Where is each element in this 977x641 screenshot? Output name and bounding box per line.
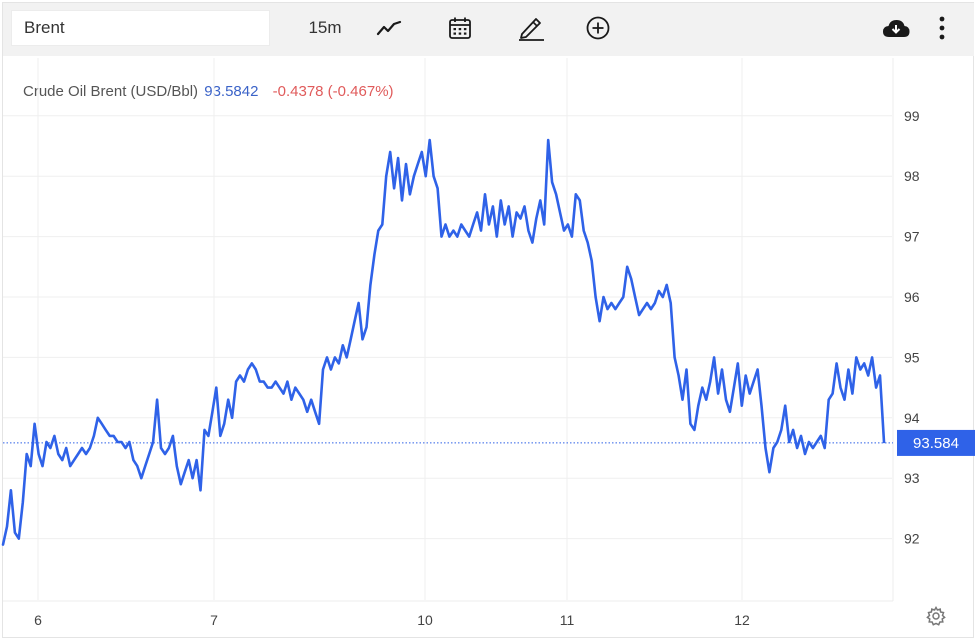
more-options-button[interactable] (929, 12, 955, 44)
y-tick-label: 92 (904, 531, 920, 547)
y-tick-label: 97 (904, 229, 920, 245)
chart-legend: Crude Oil Brent (USD/Bbl) 93.5842 -0.437… (23, 83, 394, 100)
last-price-tag-label: 93.584 (913, 435, 959, 452)
add-indicator-button[interactable] (582, 12, 614, 44)
y-tick-label: 94 (904, 410, 920, 426)
cloud-download-icon (883, 20, 910, 37)
settings-gear-icon (926, 605, 946, 626)
more-vertical-icon (939, 16, 945, 40)
x-tick-label: 7 (210, 612, 218, 628)
download-button[interactable] (879, 12, 913, 44)
draw-button[interactable] (514, 12, 548, 44)
chart-type-icon (376, 20, 402, 36)
x-tick-label: 11 (560, 612, 575, 628)
y-tick-label: 96 (904, 289, 920, 305)
calendar-icon (449, 17, 471, 39)
draw-pencil-icon (519, 18, 544, 41)
x-tick-label: 6 (34, 612, 42, 628)
legend-change: -0.4378 (-0.467%) (272, 83, 394, 100)
y-tick-label: 99 (904, 108, 920, 124)
x-tick-label: 10 (417, 612, 433, 628)
y-tick-label: 93 (904, 470, 920, 486)
price-series-line (1, 138, 886, 546)
y-tick-label: 98 (904, 168, 920, 184)
legend-series-name: Crude Oil Brent (USD/Bbl) (23, 83, 199, 100)
add-circle-icon (586, 16, 610, 40)
y-tick-label: 95 (904, 349, 920, 365)
calendar-button[interactable] (444, 12, 476, 44)
chart-type-button[interactable] (373, 12, 405, 44)
x-tick-label: 12 (734, 612, 750, 628)
last-price-tag (897, 429, 975, 456)
interval-selector[interactable]: 15m (308, 18, 342, 37)
symbol-search-input[interactable] (11, 10, 270, 46)
legend-last-value: 93.5842 (204, 83, 259, 100)
chart-settings-button[interactable] (925, 605, 947, 627)
